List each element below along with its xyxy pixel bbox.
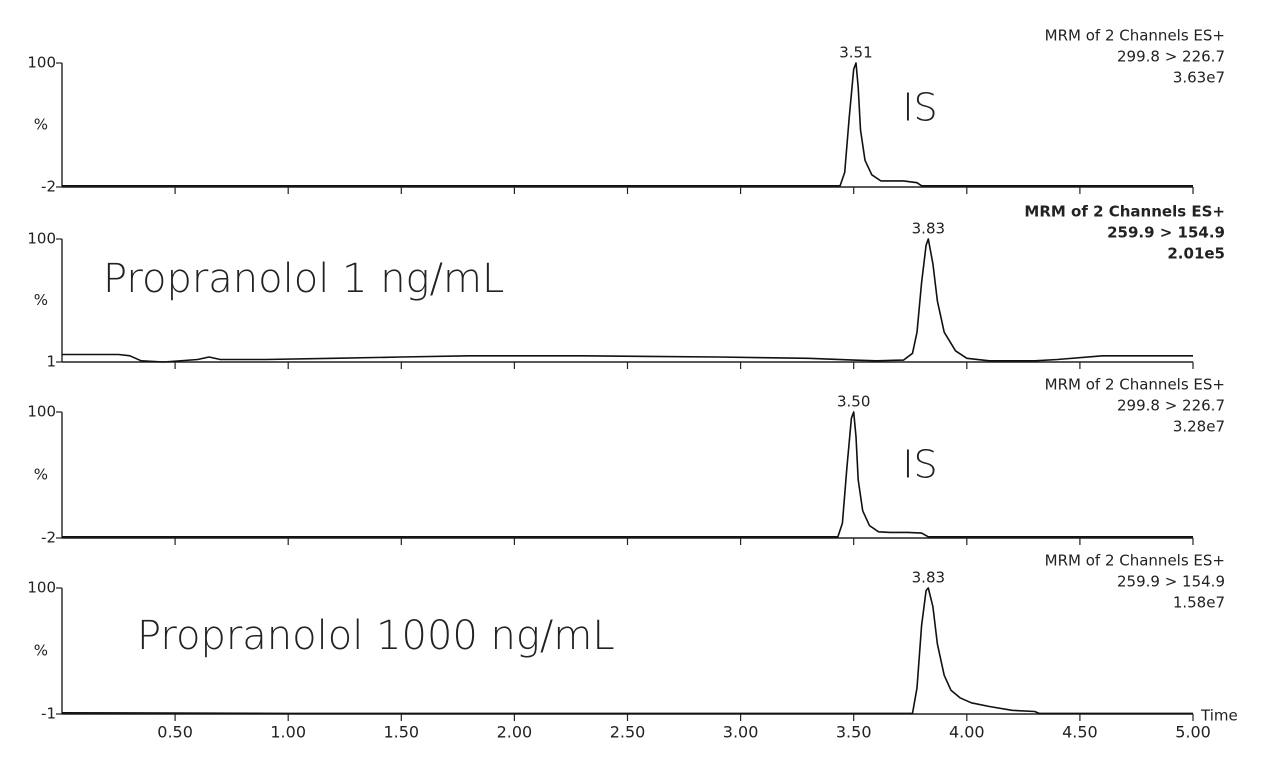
x-tick-label: 2.00 <box>497 723 533 742</box>
x-tick-label: 1.00 <box>270 723 306 742</box>
trace <box>62 411 1193 538</box>
y-axis-label: % <box>34 116 48 134</box>
trace <box>61 587 1193 715</box>
trace <box>62 62 1193 187</box>
channel-header: 3.28e7 <box>1173 418 1225 436</box>
chromatogram-panel: -1 100% 0.50 1.00 1.50 2.00 2.50 3.00 3.50 4.00 4.… <box>27 552 1237 742</box>
y-tick-label: 100 <box>27 54 56 72</box>
y-axis-label: % <box>34 642 48 660</box>
channel-header: 299.8 > 226.7 <box>1117 48 1225 66</box>
channel-header: MRM of 2 Channels ES+ <box>1045 552 1225 570</box>
channel-header: MRM of 2 Channels ES+ <box>1045 376 1225 394</box>
x-tick-label: 5.00 <box>1175 723 1211 742</box>
y-axis-label: % <box>34 291 48 309</box>
chromatogram-panel: -2 100% MRM of 2 Channels ES+ 299.8 > 226.7… <box>27 27 1225 196</box>
channel-header: 3.63e7 <box>1173 69 1225 87</box>
channel-header: 1.58e7 <box>1173 594 1225 612</box>
chromatogram-panel: 1 100% MRM of 2 Channels ES+ 259.9 > 154.9 2… <box>27 203 1225 371</box>
x-tick-label: 3.00 <box>723 723 759 742</box>
x-tick-label: 1.50 <box>383 723 419 742</box>
channel-header: 2.01e5 <box>1167 245 1225 263</box>
channel-header: 259.9 > 154.9 <box>1107 224 1225 242</box>
sample-label: Propranolol 1000 ng/mL <box>137 613 615 659</box>
channel-header: MRM of 2 Channels ES+ <box>1045 27 1225 45</box>
y-tick-label: 100 <box>27 403 56 421</box>
peak-label: 3.83 <box>912 220 945 238</box>
x-axis-label: Time <box>1200 707 1238 725</box>
channel-header: 299.8 > 226.7 <box>1117 397 1225 415</box>
y-tick-label: -2 <box>41 178 56 196</box>
y-tick-label: -2 <box>41 529 56 547</box>
x-tick-label: 4.50 <box>1062 723 1098 742</box>
y-tick-label: -1 <box>41 705 56 723</box>
y-tick-label: 1 <box>46 353 56 371</box>
channel-header: MRM of 2 Channels ES+ <box>1024 203 1225 221</box>
x-tick-label: 4.00 <box>949 723 985 742</box>
x-tick-label: 0.50 <box>157 723 193 742</box>
sample-label: IS <box>902 443 937 487</box>
x-tick-label: 3.50 <box>836 723 872 742</box>
y-axis-label: % <box>34 466 48 484</box>
channel-header: 259.9 > 154.9 <box>1117 573 1225 591</box>
peak-label: 3.50 <box>837 393 870 411</box>
peak-label: 3.83 <box>912 569 945 587</box>
y-tick-label: 100 <box>27 230 56 248</box>
trace <box>62 238 1193 363</box>
y-tick-label: 100 <box>27 579 56 597</box>
sample-label: IS <box>902 86 937 130</box>
peak-label: 3.51 <box>839 44 872 62</box>
x-tick-label: 2.50 <box>610 723 646 742</box>
chromatogram-panel: -2 100% MRM of 2 Channels ES+ 299.8 > 226.7… <box>27 376 1225 547</box>
sample-label: Propranolol 1 ng/mL <box>103 256 504 302</box>
